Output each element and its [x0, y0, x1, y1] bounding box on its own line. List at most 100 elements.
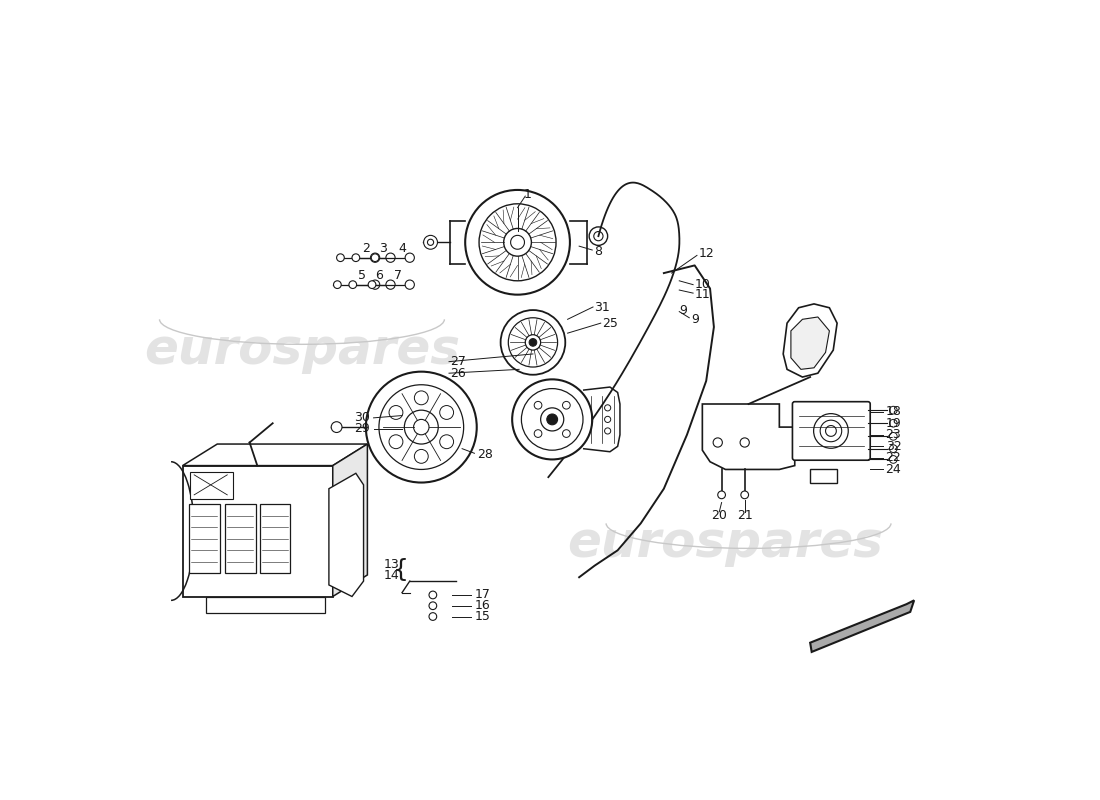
Text: 8: 8 [594, 245, 603, 258]
Polygon shape [791, 317, 829, 370]
Text: 19: 19 [886, 417, 901, 430]
Circle shape [389, 406, 403, 419]
Circle shape [890, 433, 898, 440]
Circle shape [541, 408, 563, 431]
Circle shape [740, 491, 749, 498]
Circle shape [372, 254, 378, 262]
Circle shape [890, 419, 898, 427]
Circle shape [331, 422, 342, 433]
Circle shape [562, 430, 570, 438]
Circle shape [890, 455, 898, 463]
FancyBboxPatch shape [183, 466, 332, 597]
Text: 12: 12 [698, 247, 714, 260]
Circle shape [508, 318, 558, 367]
Circle shape [740, 438, 749, 447]
FancyBboxPatch shape [206, 597, 326, 614]
FancyBboxPatch shape [529, 327, 560, 358]
Text: 11: 11 [695, 288, 711, 301]
Text: 31: 31 [594, 302, 610, 314]
Text: 25: 25 [603, 317, 618, 330]
Text: 14: 14 [384, 570, 400, 582]
Text: 5: 5 [358, 269, 366, 282]
Circle shape [535, 402, 542, 409]
Text: 32: 32 [886, 440, 901, 453]
Polygon shape [810, 600, 914, 652]
Text: 10: 10 [695, 278, 711, 291]
Text: 18: 18 [886, 405, 902, 418]
Circle shape [590, 227, 607, 246]
Circle shape [500, 310, 565, 374]
Circle shape [371, 253, 380, 262]
Circle shape [605, 416, 610, 422]
FancyBboxPatch shape [190, 472, 233, 498]
Circle shape [405, 253, 415, 262]
Text: eurospares: eurospares [568, 518, 883, 566]
Text: 2: 2 [362, 242, 370, 255]
Text: 24: 24 [886, 463, 901, 476]
Text: 28: 28 [476, 447, 493, 461]
Circle shape [386, 253, 395, 262]
FancyBboxPatch shape [810, 470, 837, 483]
Polygon shape [183, 444, 367, 466]
Circle shape [349, 281, 356, 289]
Circle shape [428, 239, 433, 246]
Circle shape [605, 405, 610, 411]
Polygon shape [332, 444, 367, 597]
Text: 21: 21 [737, 509, 752, 522]
Text: 4: 4 [398, 242, 406, 255]
Text: eurospares: eurospares [144, 326, 460, 374]
FancyBboxPatch shape [260, 504, 290, 574]
Circle shape [529, 338, 537, 346]
FancyBboxPatch shape [189, 504, 220, 574]
Circle shape [535, 430, 542, 438]
Circle shape [414, 419, 429, 435]
Text: 23: 23 [886, 428, 901, 442]
Text: 26: 26 [451, 366, 466, 380]
Text: 22: 22 [886, 451, 901, 464]
Circle shape [405, 280, 415, 290]
FancyBboxPatch shape [792, 402, 870, 460]
Text: 7: 7 [394, 269, 403, 282]
Text: 20: 20 [712, 509, 727, 522]
Circle shape [521, 389, 583, 450]
Circle shape [429, 591, 437, 599]
Circle shape [429, 602, 437, 610]
Text: 16: 16 [474, 599, 491, 612]
Circle shape [717, 491, 726, 498]
Circle shape [547, 414, 558, 425]
Circle shape [337, 254, 344, 262]
Circle shape [526, 334, 541, 350]
Text: 29: 29 [354, 422, 370, 435]
Circle shape [415, 450, 428, 463]
Text: 3: 3 [378, 242, 387, 255]
Circle shape [605, 428, 610, 434]
Text: 27: 27 [451, 355, 466, 368]
Text: {: { [393, 558, 408, 582]
Circle shape [513, 379, 592, 459]
Text: 17: 17 [474, 589, 491, 602]
Circle shape [415, 391, 428, 405]
FancyBboxPatch shape [224, 504, 255, 574]
Polygon shape [783, 304, 837, 377]
Circle shape [371, 280, 380, 290]
Text: 1: 1 [524, 188, 531, 201]
Circle shape [405, 410, 438, 444]
Text: 6: 6 [375, 269, 383, 282]
Circle shape [366, 372, 476, 482]
Circle shape [890, 445, 898, 453]
Text: 13: 13 [384, 558, 400, 570]
Circle shape [890, 406, 898, 414]
Circle shape [424, 235, 438, 250]
Polygon shape [703, 404, 794, 470]
Circle shape [333, 281, 341, 289]
Circle shape [389, 435, 403, 449]
Circle shape [368, 281, 376, 289]
Circle shape [378, 385, 464, 470]
Circle shape [594, 231, 603, 241]
Circle shape [440, 406, 453, 419]
Circle shape [386, 280, 395, 290]
Text: 9: 9 [680, 303, 688, 317]
Text: 9: 9 [691, 313, 698, 326]
Text: 30: 30 [354, 411, 370, 424]
Circle shape [713, 438, 723, 447]
